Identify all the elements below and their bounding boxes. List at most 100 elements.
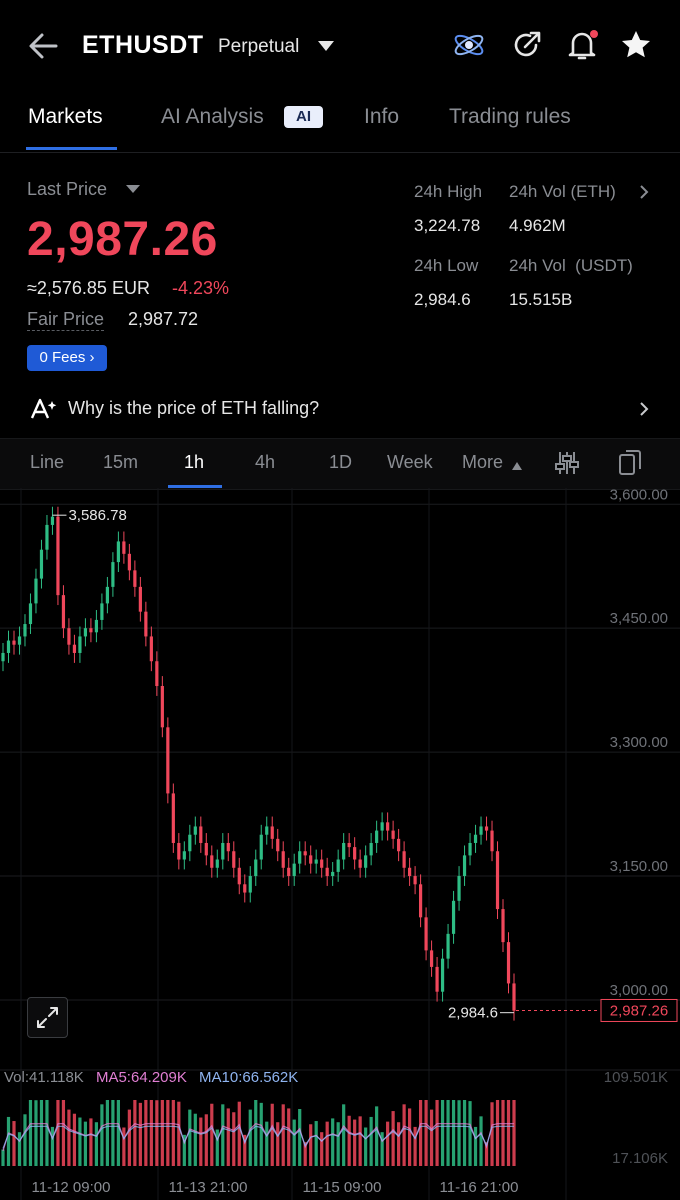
- zero-fees-button[interactable]: 0 Fees ›: [27, 345, 107, 371]
- interval-1d[interactable]: 1D: [329, 452, 353, 472]
- candle-body: [232, 851, 236, 868]
- max-price-label: 3,586.78: [68, 507, 126, 524]
- candle-body: [358, 859, 362, 868]
- volume-bar: [270, 1103, 274, 1166]
- y-tick-label: 3,600.00: [610, 488, 668, 503]
- 24h-vol-eth-label[interactable]: 24h Vol (ETH): [509, 182, 616, 201]
- volume-bar: [133, 1100, 137, 1166]
- candle-body: [391, 830, 395, 839]
- active-tab-indicator: [26, 147, 117, 150]
- volume-bar: [413, 1126, 417, 1166]
- x-tick-label: 11-16 21:00: [440, 1179, 519, 1196]
- x-tick-label: 11-12 09:00: [32, 1179, 111, 1196]
- volume-bar: [462, 1100, 467, 1166]
- price-chart[interactable]: 3,600.00 3,450.00 3,300.00 3,150.00 3,000.00…: [0, 488, 680, 1200]
- tab-markets[interactable]: Markets: [28, 105, 103, 128]
- tab-info[interactable]: Info: [364, 105, 400, 128]
- eur-value: ≈2,576.85 EUR: [27, 278, 150, 298]
- candle-body: [408, 867, 412, 877]
- volume-axis-bottom: 17.106K: [612, 1150, 668, 1167]
- candle-body: [446, 933, 450, 959]
- candle-body: [226, 842, 230, 852]
- copy-layout-icon[interactable]: [617, 448, 643, 481]
- last-price-label[interactable]: Last Price: [27, 179, 108, 199]
- expand-chart-button[interactable]: [27, 997, 68, 1038]
- more-triangle-icon[interactable]: [512, 462, 522, 470]
- candle-body: [342, 842, 346, 860]
- volume-bar: [457, 1100, 461, 1166]
- interval-more[interactable]: More: [462, 452, 504, 472]
- volume-bar: [94, 1122, 99, 1166]
- volume-bar: [67, 1109, 71, 1166]
- 24h-low-label: 24h Low: [414, 256, 479, 275]
- volume-bar: [12, 1121, 16, 1166]
- bell-icon[interactable]: [565, 28, 599, 62]
- orbit-icon[interactable]: [452, 28, 486, 62]
- candle-body: [386, 822, 390, 831]
- symbol-title[interactable]: ETHUSDT: [82, 31, 204, 59]
- volume-bar: [193, 1113, 197, 1166]
- candle-body: [177, 842, 181, 860]
- fair-price-label[interactable]: Fair Price: [27, 309, 105, 331]
- active-interval-indicator: [168, 485, 222, 488]
- candle-body: [347, 842, 351, 848]
- candle-body: [451, 900, 456, 934]
- volume-bar: [138, 1102, 142, 1166]
- 24h-vol-usdt-value: 15.515B: [509, 290, 573, 309]
- candle-body: [479, 826, 483, 835]
- volume-bar: [402, 1104, 406, 1166]
- candle-body: [144, 611, 148, 637]
- volume-bar: [127, 1109, 131, 1166]
- candle-body: [457, 876, 461, 901]
- volume-bar: [440, 1100, 445, 1166]
- candle-body: [127, 553, 131, 571]
- ai-sparkle-icon: [30, 397, 58, 426]
- candle-body: [402, 851, 406, 868]
- candle-body: [188, 834, 192, 852]
- interval-week[interactable]: Week: [387, 452, 433, 472]
- volume-bar: [17, 1132, 22, 1166]
- interval-line[interactable]: Line: [30, 452, 65, 472]
- ai-badge: AI: [284, 106, 323, 128]
- candle-body: [506, 942, 511, 984]
- interval-15m[interactable]: 15m: [103, 452, 139, 472]
- tab-ai-analysis[interactable]: AI Analysis: [161, 105, 264, 128]
- volume-bar: [298, 1109, 302, 1166]
- star-icon[interactable]: [619, 28, 653, 62]
- tab-trading-rules[interactable]: Trading rules: [449, 105, 571, 128]
- chevron-right-icon[interactable]: [638, 400, 650, 423]
- contract-type[interactable]: Perpetual: [218, 36, 300, 57]
- volume-bar: [254, 1100, 258, 1166]
- candle-body: [380, 822, 384, 831]
- candle-body: [72, 644, 77, 653]
- share-icon[interactable]: [510, 28, 544, 62]
- candle-body: [6, 640, 11, 653]
- indicator-settings-icon[interactable]: [554, 450, 580, 481]
- volume-bar: [429, 1109, 434, 1166]
- volume-bar: [446, 1100, 450, 1166]
- candle-body: [23, 624, 27, 637]
- interval-1h[interactable]: 1h: [184, 452, 205, 472]
- ai-insight-text[interactable]: Why is the price of ETH falling?: [68, 398, 320, 418]
- volume-bar: [375, 1106, 379, 1166]
- chevron-right-icon[interactable]: [638, 183, 650, 206]
- candle-body: [320, 859, 324, 868]
- interval-4h[interactable]: 4h: [255, 452, 276, 472]
- volume-bar: [386, 1121, 390, 1166]
- volume-bar: [1, 1149, 5, 1166]
- volume-bar: [122, 1127, 126, 1166]
- candle-body: [331, 871, 335, 877]
- candle-body: [83, 628, 88, 637]
- candle-body: [281, 851, 285, 868]
- candle-body: [495, 851, 500, 910]
- chevron-down-icon[interactable]: [318, 41, 334, 51]
- chevron-down-icon[interactable]: [126, 185, 140, 193]
- tab-bar: [0, 92, 680, 153]
- volume-bar: [116, 1100, 120, 1166]
- volume-bar: [303, 1142, 307, 1166]
- back-arrow-icon[interactable]: [26, 28, 62, 64]
- volume-bar: [336, 1122, 340, 1166]
- candle-body: [375, 830, 379, 843]
- volume-bar: [484, 1142, 489, 1166]
- volume-bar: [78, 1117, 82, 1166]
